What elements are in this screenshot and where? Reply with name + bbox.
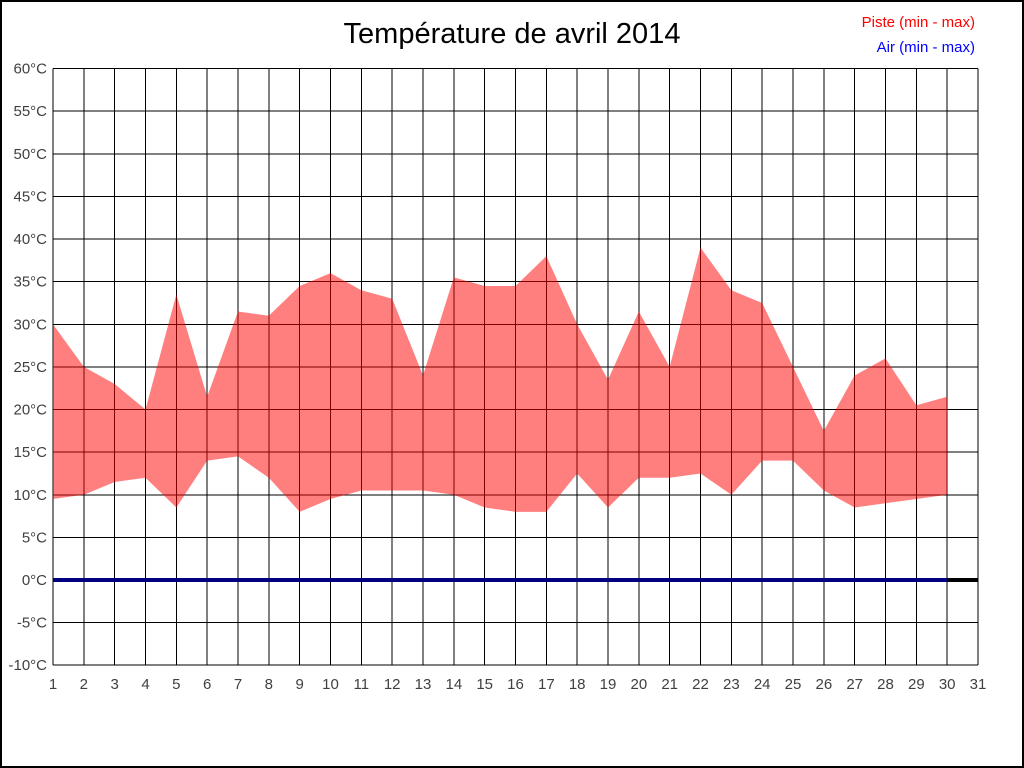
svg-text:3: 3 [110, 676, 118, 693]
svg-text:21: 21 [661, 676, 678, 693]
svg-text:45°C: 45°C [13, 188, 47, 205]
svg-text:26: 26 [815, 676, 832, 693]
svg-text:25: 25 [785, 676, 802, 693]
svg-text:10°C: 10°C [13, 487, 47, 504]
svg-text:22: 22 [692, 676, 709, 693]
svg-text:12: 12 [384, 676, 401, 693]
svg-text:13: 13 [415, 676, 432, 693]
svg-text:-10°C: -10°C [8, 657, 47, 674]
svg-text:29: 29 [908, 676, 925, 693]
svg-text:24: 24 [754, 676, 771, 693]
svg-text:19: 19 [600, 676, 617, 693]
svg-text:15°C: 15°C [13, 444, 47, 461]
x-axis-labels: 1 2 3 4 5 6 7 8 9 10 11 12 13 14 15 16 17 18 19 20 21 22 23 24 2… [49, 676, 987, 693]
svg-text:5°C: 5°C [22, 529, 47, 546]
svg-text:31: 31 [970, 676, 987, 693]
svg-text:8: 8 [265, 676, 273, 693]
svg-text:15: 15 [476, 676, 493, 693]
svg-text:17: 17 [538, 676, 555, 693]
piste-band [53, 247, 948, 512]
svg-text:30: 30 [939, 676, 956, 693]
svg-text:2: 2 [80, 676, 88, 693]
svg-text:20: 20 [630, 676, 647, 693]
svg-text:28: 28 [877, 676, 894, 693]
svg-text:7: 7 [234, 676, 242, 693]
svg-text:14: 14 [445, 676, 462, 693]
svg-text:16: 16 [507, 676, 524, 693]
legend-piste: Piste (min - max) [861, 14, 975, 31]
svg-text:40°C: 40°C [13, 231, 47, 248]
svg-text:50°C: 50°C [13, 146, 47, 163]
svg-text:27: 27 [846, 676, 863, 693]
svg-text:4: 4 [141, 676, 149, 693]
svg-text:25°C: 25°C [13, 359, 47, 376]
svg-text:35°C: 35°C [13, 274, 47, 291]
svg-text:18: 18 [569, 676, 586, 693]
svg-text:5: 5 [172, 676, 180, 693]
svg-text:-5°C: -5°C [17, 615, 47, 632]
svg-text:23: 23 [723, 676, 740, 693]
svg-text:55°C: 55°C [13, 103, 47, 120]
svg-text:11: 11 [354, 676, 370, 693]
legend-air: Air (min - max) [876, 39, 975, 56]
svg-text:9: 9 [295, 676, 303, 693]
svg-text:6: 6 [203, 676, 211, 693]
svg-text:30°C: 30°C [13, 316, 47, 333]
svg-text:20°C: 20°C [13, 402, 47, 419]
svg-text:60°C: 60°C [13, 61, 47, 78]
svg-text:0°C: 0°C [22, 572, 47, 589]
y-axis-labels: 60°C 55°C 50°C 45°C 40°C 35°C 30°C 25°C 20°C 15°C… [8, 61, 47, 675]
chart-title: Température de avril 2014 [343, 18, 681, 50]
svg-text:10: 10 [322, 676, 339, 693]
svg-text:1: 1 [49, 676, 57, 693]
